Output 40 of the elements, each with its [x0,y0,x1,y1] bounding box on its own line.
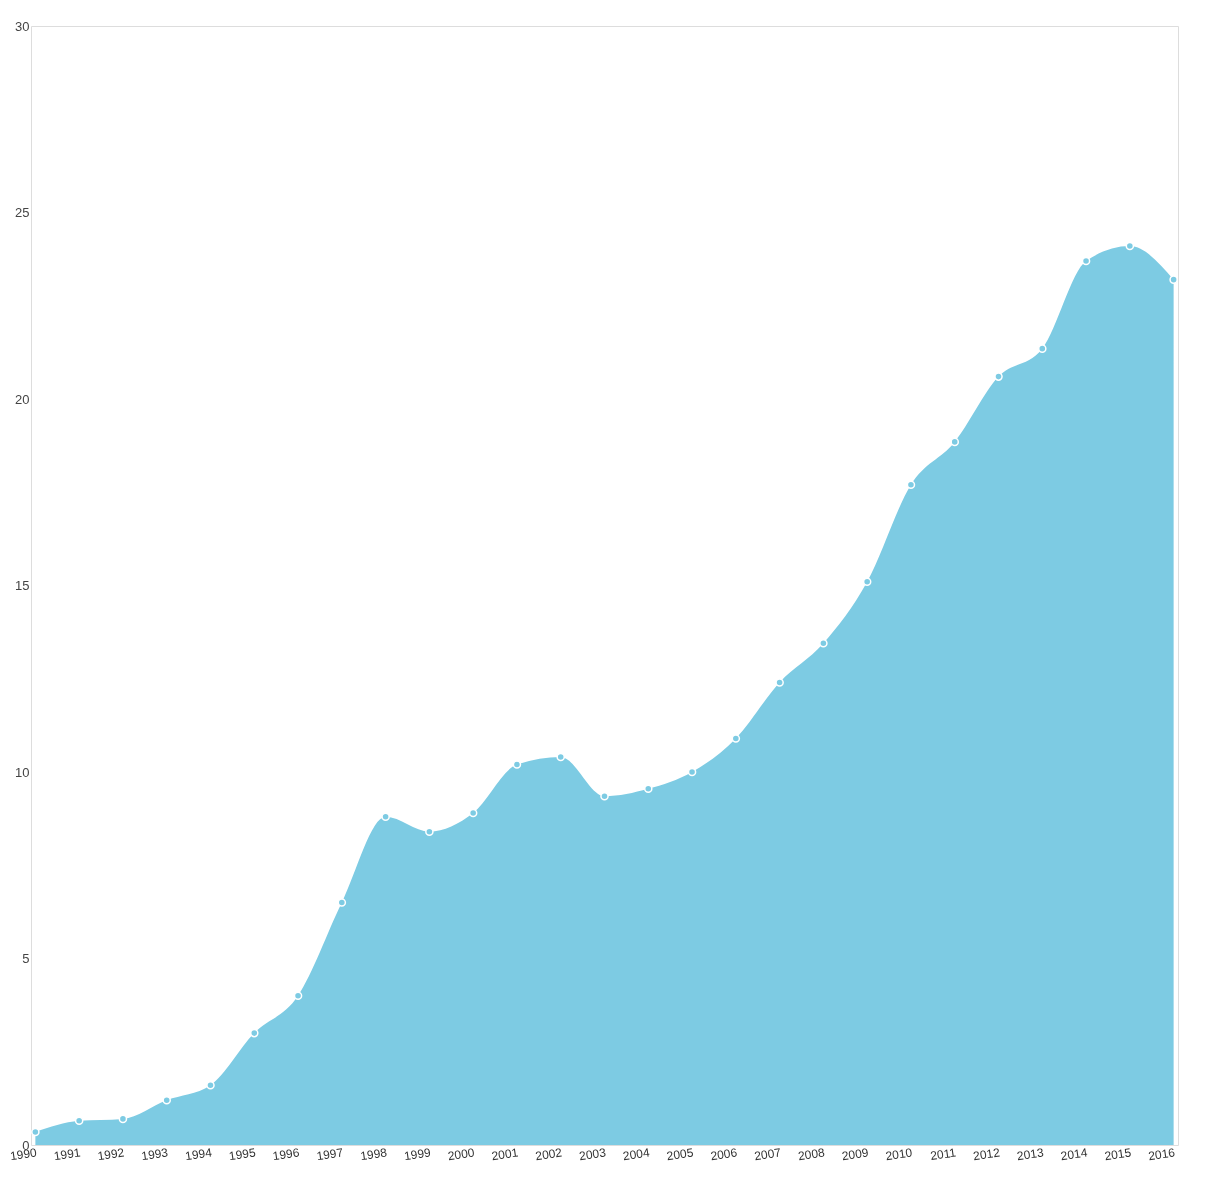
x-tick-label: 2006 [709,1145,739,1164]
point [731,734,741,743]
x-tick-label: 2005 [665,1145,695,1164]
x-tick-label: 2000 [446,1145,476,1164]
x-tick-label: 2003 [578,1145,607,1164]
x-tick-label: 1991 [52,1145,82,1164]
x-tick-label: 2012 [972,1145,1001,1164]
x-tick-label: 2001 [490,1145,520,1164]
x-tick-label: 2009 [840,1145,870,1164]
point [819,639,828,648]
x-tick-label: 1997 [315,1145,345,1164]
x-tick-label: 2004 [622,1145,651,1164]
point [1038,344,1047,353]
x-tick-label: 2010 [884,1145,914,1164]
x-tick-label: 1996 [271,1145,301,1164]
x-tick-label: 2016 [1147,1145,1177,1164]
point [1169,275,1178,284]
y-tick-label: 30 [15,18,30,34]
x-tick-label: 2008 [797,1145,826,1164]
y-tick-label: 15 [15,578,30,593]
point [994,372,1003,381]
y-tick-label: 10 [15,764,30,780]
y-tick-label: 25 [15,205,30,220]
x-tick-label: 2007 [753,1145,783,1164]
x-tick-label: 1999 [403,1145,432,1164]
x-tick-label: 1994 [184,1145,213,1164]
x-tick-label: 1995 [228,1145,257,1164]
x-tick-label: 2011 [929,1145,958,1163]
x-tick-label: 2013 [1016,1145,1045,1164]
point [775,678,784,687]
x-tick-label: 1993 [140,1145,170,1164]
x-tick-label: 2002 [534,1145,564,1164]
y-tick-label: 20 [15,391,30,407]
point [206,1081,215,1090]
point [512,760,522,769]
x-tick-label: 1992 [96,1145,126,1164]
x-tick-label: 1998 [359,1145,389,1164]
x-tick-label: 2015 [1103,1145,1133,1164]
y-tick-label: 5 [22,951,30,966]
x-tick-label: 2014 [1059,1145,1089,1164]
